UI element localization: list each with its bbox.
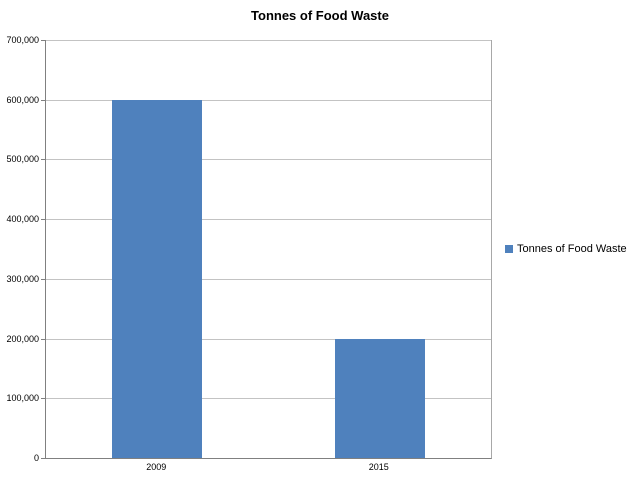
- y-tick-mark: [41, 40, 45, 41]
- y-tick-label: 600,000: [6, 94, 39, 105]
- y-tick-mark: [41, 159, 45, 161]
- gridline: [46, 40, 491, 41]
- y-tick-label: 400,000: [6, 214, 39, 225]
- gridline: [46, 338, 491, 340]
- y-tick-label: 500,000: [6, 154, 39, 165]
- legend-swatch-icon: [505, 245, 513, 253]
- gridline: [46, 398, 491, 400]
- y-tick-mark: [41, 219, 45, 221]
- y-tick-mark: [41, 458, 45, 459]
- y-tick-mark: [41, 99, 45, 101]
- gridline: [46, 219, 491, 221]
- plot-area: [45, 40, 492, 459]
- y-tick-label: 200,000: [6, 333, 39, 344]
- gridline: [46, 278, 491, 280]
- gridline: [46, 159, 491, 161]
- y-tick-label: 300,000: [6, 273, 39, 284]
- y-tick-mark: [41, 278, 45, 280]
- y-tick-mark: [41, 338, 45, 340]
- y-tick-label: 0: [33, 453, 39, 463]
- y-tick-label: 700,000: [6, 35, 39, 45]
- legend: Tonnes of Food Waste: [505, 243, 627, 255]
- x-tick-label: 2015: [368, 462, 389, 472]
- chart-title: Tonnes of Food Waste: [251, 8, 389, 23]
- gridline: [46, 99, 491, 101]
- x-tick-label: 2009: [146, 462, 167, 472]
- bar-2009: [112, 99, 203, 458]
- y-tick-mark: [41, 398, 45, 400]
- y-tick-label: 100,000: [6, 393, 39, 404]
- bar-2015: [334, 338, 425, 458]
- legend-label: Tonnes of Food Waste: [517, 243, 627, 255]
